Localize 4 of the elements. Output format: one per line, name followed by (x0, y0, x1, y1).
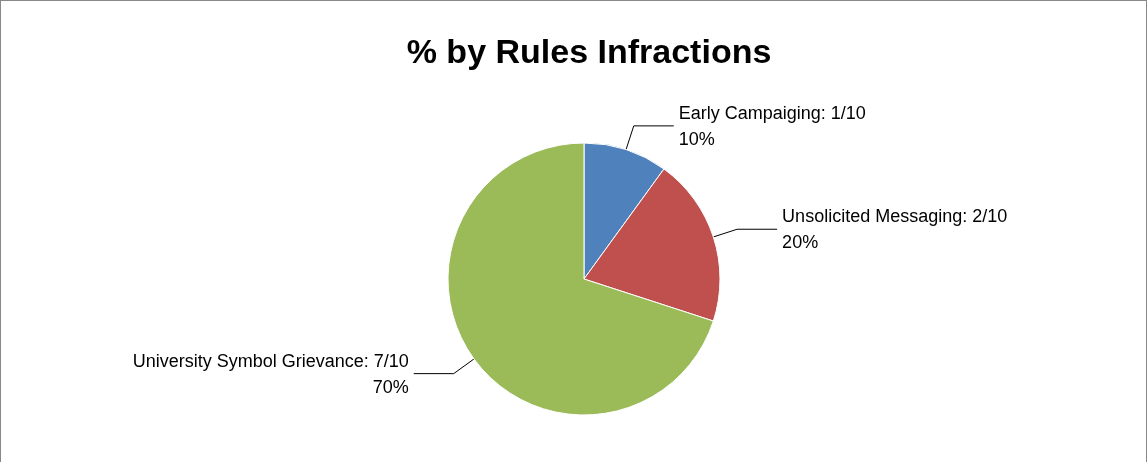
chart-title: % by Rules Infractions (406, 32, 772, 70)
slice-label: Unsolicited Messaging: 2/10 20% (782, 206, 1008, 253)
slice-label: Early Campaiging: 1/10 10% (678, 102, 866, 149)
slice-label: University Symbol Grievance: 7/10 70% (132, 350, 409, 397)
